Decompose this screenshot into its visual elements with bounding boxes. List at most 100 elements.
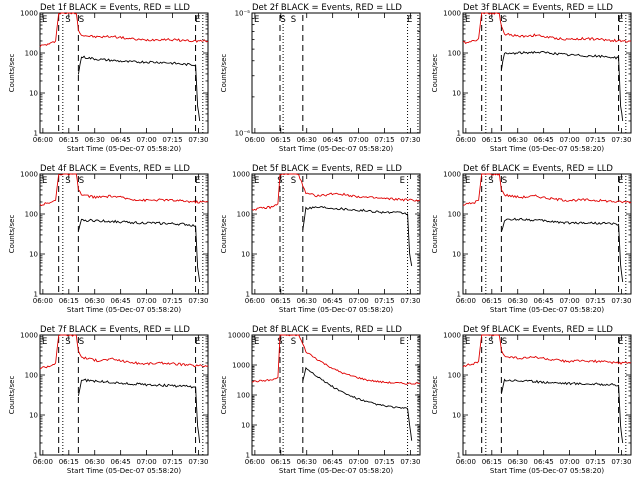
x-tick-label: 06:15 <box>482 136 502 144</box>
y-tick-label: 1 <box>246 452 250 460</box>
x-tick-label: 06:15 <box>271 136 291 144</box>
x-tick-label: 07:00 <box>559 458 579 466</box>
marker-s: S <box>65 15 70 25</box>
y-tick-label: 1 <box>457 291 461 299</box>
x-tick-label: 06:15 <box>482 297 502 305</box>
series-events <box>500 378 624 444</box>
x-tick-label: 06:45 <box>534 458 554 466</box>
marker-e: E <box>618 15 623 25</box>
x-tick-label: 06:45 <box>534 136 554 144</box>
x-tick-label: 07:30 <box>400 458 420 466</box>
x-tick-label: 07:00 <box>348 136 368 144</box>
marker-s: S <box>291 176 296 186</box>
panel-title: Det 4f BLACK = Events, RED = LLD <box>40 164 190 174</box>
y-tick-label: 100 <box>448 372 461 380</box>
x-tick-label: 06:00 <box>245 297 265 305</box>
x-tick-label: 07:15 <box>162 297 182 305</box>
panel-title: Det 9f BLACK = Events, RED = LLD <box>463 325 613 335</box>
marker-s: S <box>79 15 84 25</box>
y-axis-label: Counts/sec <box>431 54 439 93</box>
x-tick-label: 06:30 <box>508 458 528 466</box>
x-tick-label: 06:00 <box>33 297 53 305</box>
y-tick-label: 10⁻⁶ <box>235 130 251 138</box>
x-tick-label: 06:30 <box>85 297 105 305</box>
x-axis-label: Start Time (05-Dec-07 05:58:20) <box>67 467 181 475</box>
x-tick-label: 06:15 <box>59 297 79 305</box>
marker-s: S <box>488 15 493 25</box>
plot-frame <box>251 12 421 134</box>
x-tick-label: 07:00 <box>136 136 156 144</box>
x-tick-label: 06:15 <box>482 458 502 466</box>
panel-title: Det 1f BLACK = Events, RED = LLD <box>40 3 190 13</box>
y-tick-label: 10 <box>241 251 250 259</box>
marker-e: E <box>465 176 470 186</box>
marker-s: S <box>291 15 296 25</box>
y-tick-label: 100 <box>25 372 38 380</box>
marker-s: S <box>65 337 70 347</box>
x-axis-label: Start Time (05-Dec-07 05:58:20) <box>490 306 604 314</box>
series-events <box>77 378 201 444</box>
marker-e: E <box>42 337 47 347</box>
marker-e: E <box>254 15 259 25</box>
x-tick-label: 06:45 <box>111 458 131 466</box>
y-tick-label: 10 <box>452 251 461 259</box>
plot-frame <box>39 12 209 134</box>
series-lld <box>39 173 209 207</box>
marker-e: E <box>465 337 470 347</box>
y-tick-label: 10 <box>241 422 250 430</box>
marker-s: S <box>502 337 507 347</box>
y-tick-label: 100 <box>237 392 250 400</box>
x-tick-label: 06:15 <box>59 136 79 144</box>
x-tick-label: 07:30 <box>188 136 208 144</box>
x-tick-label: 06:15 <box>271 458 291 466</box>
y-tick-label: 1000 <box>443 332 461 340</box>
x-tick-label: 07:15 <box>374 458 394 466</box>
marker-e: E <box>618 176 623 186</box>
x-tick-label: 07:30 <box>400 136 420 144</box>
y-axis-label: Counts/sec <box>220 215 228 254</box>
x-tick-label: 06:45 <box>534 297 554 305</box>
x-axis-label: Start Time (05-Dec-07 05:58:20) <box>67 145 181 153</box>
series-lld <box>39 334 209 369</box>
y-axis-label: Counts/sec <box>220 54 228 93</box>
y-tick-label: 1000 <box>232 171 250 179</box>
plot-frame <box>462 334 632 456</box>
marker-e: E <box>465 15 470 25</box>
marker-s: S <box>488 176 493 186</box>
x-tick-label: 07:00 <box>348 297 368 305</box>
series-lld <box>462 173 632 206</box>
x-tick-label: 06:30 <box>508 136 528 144</box>
series-events <box>77 55 201 122</box>
marker-s: S <box>502 176 507 186</box>
panel-title: Det 8f BLACK = Events, RED = LLD <box>252 325 402 335</box>
y-tick-label: 10 <box>29 412 38 420</box>
panel-title: Det 2f BLACK = Events, RED = LLD <box>252 3 402 13</box>
marker-e: E <box>254 337 259 347</box>
y-tick-label: 1 <box>457 130 461 138</box>
y-tick-label: 1 <box>34 130 38 138</box>
series-events <box>500 217 624 283</box>
x-tick-label: 07:15 <box>162 458 182 466</box>
x-tick-label: 07:00 <box>559 297 579 305</box>
y-tick-label: 1 <box>34 452 38 460</box>
x-tick-label: 06:00 <box>245 458 265 466</box>
x-tick-label: 07:15 <box>585 136 605 144</box>
y-axis-label: Counts/sec <box>8 215 16 254</box>
x-tick-label: 07:15 <box>374 297 394 305</box>
x-tick-label: 06:45 <box>323 136 343 144</box>
y-tick-label: 10 <box>452 90 461 98</box>
x-tick-label: 07:00 <box>136 297 156 305</box>
marker-e: E <box>618 337 623 347</box>
x-axis-label: Start Time (05-Dec-07 05:58:20) <box>490 145 604 153</box>
plot-frame <box>462 12 632 134</box>
x-tick-label: 06:30 <box>297 297 317 305</box>
series-lld <box>251 334 421 385</box>
marker-s: S <box>488 337 493 347</box>
x-tick-label: 07:30 <box>188 297 208 305</box>
